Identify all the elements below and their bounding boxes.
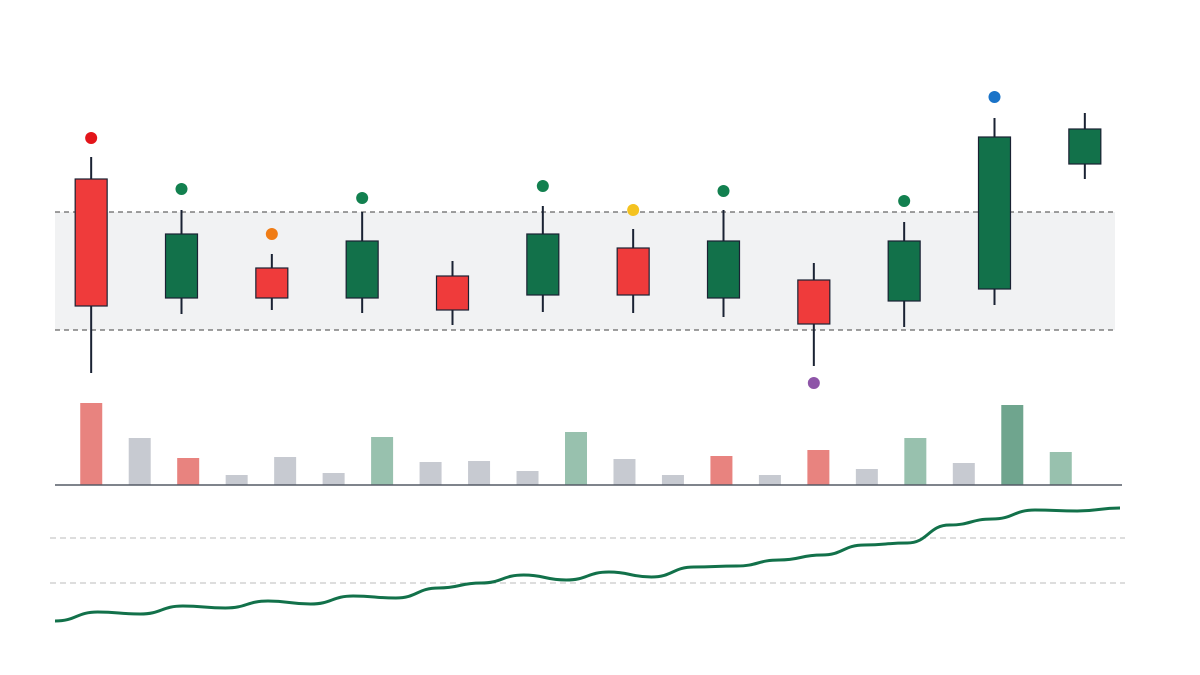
candle-body — [1068, 128, 1102, 165]
signal-marker — [536, 180, 549, 192]
volume-bar — [371, 437, 394, 485]
volume-bar — [322, 473, 345, 485]
candle-body — [977, 136, 1012, 290]
candle-body — [74, 178, 108, 307]
candle-body — [255, 267, 289, 299]
volume-bar — [1001, 405, 1024, 485]
signal-marker — [175, 183, 188, 195]
signal-marker — [717, 185, 730, 197]
volume-bar — [1049, 452, 1072, 485]
volume-bar — [710, 456, 733, 485]
volume-bar — [225, 475, 248, 485]
band — [55, 212, 1115, 330]
volume-bar — [274, 457, 297, 485]
volume-bar — [758, 475, 781, 485]
volume-bar — [468, 461, 491, 485]
signal-marker — [265, 228, 278, 240]
volume-bar — [855, 469, 878, 485]
volume-bar — [904, 438, 927, 485]
candle-body — [164, 233, 199, 299]
volume-bar — [80, 403, 103, 485]
candle-body — [616, 247, 650, 296]
candle-body — [526, 233, 560, 296]
candle-body — [797, 279, 831, 325]
trend-line — [54, 506, 1121, 623]
signal-marker — [356, 192, 369, 204]
volume-bar — [565, 432, 587, 485]
candle-body — [706, 240, 741, 299]
signal-marker — [988, 91, 1001, 103]
candle-body — [435, 275, 470, 311]
signal-marker — [627, 204, 640, 216]
volume-bar — [613, 459, 636, 485]
volume-bar — [516, 471, 539, 485]
volume-bar — [661, 475, 684, 485]
volume-bar — [128, 438, 151, 485]
candle-body — [345, 240, 379, 299]
signal-marker — [807, 377, 820, 389]
volume-bar — [177, 458, 200, 485]
signal-marker — [898, 195, 911, 207]
volume-bar — [419, 462, 442, 485]
volume-bar — [807, 450, 830, 485]
signal-marker — [85, 132, 98, 144]
candle-body — [887, 240, 921, 302]
volume-bar — [952, 463, 975, 485]
